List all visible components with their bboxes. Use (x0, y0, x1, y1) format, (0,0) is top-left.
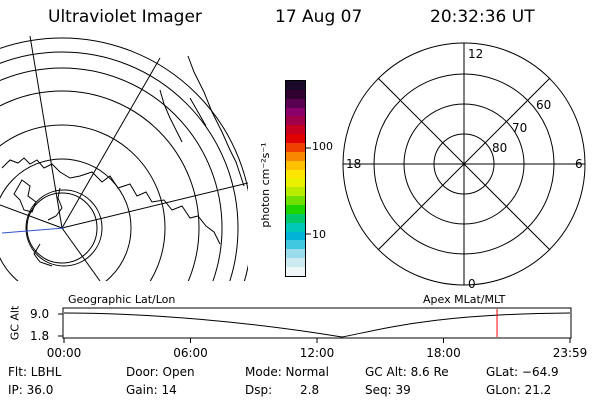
ip-status: IP: 36.0 (8, 383, 54, 397)
geo-coastline (1, 157, 221, 245)
dsp-status-value: 2.8 (300, 383, 320, 397)
time-tick-label: 23:59 (552, 346, 588, 360)
colorbar-band (286, 205, 305, 214)
geo-meridian (0, 204, 63, 229)
colorbar-band (286, 125, 305, 135)
colorbar-band (286, 213, 305, 223)
intensity-colorbar (285, 80, 306, 277)
glat-status: GLat: −64.9 (486, 365, 559, 379)
mlt-18-label: 18 (346, 157, 362, 171)
colorbar-band (286, 267, 305, 276)
instrument-title: Ultraviolet Imager (48, 7, 202, 27)
filter-status: Flt: LBHL (8, 365, 62, 379)
geo-coastline (187, 55, 245, 187)
polar-diagonal (377, 77, 551, 251)
colorbar-tick-100: 100 (312, 140, 333, 153)
geo-meridian (61, 227, 101, 281)
colorbar-band (286, 116, 305, 126)
geo-meridian (29, 36, 63, 229)
colorbar-band (286, 187, 305, 197)
colorbar-band (286, 151, 305, 161)
seq-status: Seq: 39 (365, 383, 411, 397)
geo-lat-ring (0, 158, 132, 281)
time-tick-label: 18:00 (426, 346, 461, 360)
geo-coastline (189, 97, 207, 127)
geo-meridian (61, 57, 161, 229)
altitude-y-top: 9.0 (30, 307, 50, 321)
colorbar-band (286, 249, 305, 259)
time-tick-label: 00:00 (46, 346, 82, 360)
colorbar-band (286, 178, 305, 188)
geo-oval-ring (25, 189, 103, 267)
gain-status: Gain: 14 (126, 383, 177, 397)
geo-meridian (61, 182, 248, 229)
geo-island (13, 179, 37, 213)
mlat-70-label: 70 (512, 121, 528, 135)
date-label: 17 Aug 07 (275, 7, 363, 27)
geo-coastline (47, 187, 63, 221)
polar-plot-label: Apex MLat/MLT (423, 293, 506, 306)
altitude-curve (63, 312, 571, 338)
time-tick-label: 12:00 (299, 346, 335, 360)
geo-lat-ring (0, 37, 248, 281)
colorbar-band (286, 169, 305, 179)
colorbar-band (286, 258, 305, 268)
colorbar-band (286, 231, 305, 241)
mlat-60-label: 60 (536, 98, 552, 112)
geo-map-label: Geographic Lat/Lon (68, 293, 176, 306)
colorbar-band (286, 107, 305, 117)
mlt-12-label: 12 (468, 47, 484, 61)
colorbar-tick-10: 10 (312, 228, 326, 241)
time-label: 20:32:36 UT (430, 7, 535, 27)
mlat-80-label: 80 (492, 141, 508, 155)
sc-direction-line (1, 227, 65, 234)
colorbar-ticks (306, 147, 311, 235)
door-status: Door: Open (126, 365, 195, 379)
colorbar-band (286, 134, 305, 144)
geo-lat-ring (26, 192, 98, 264)
colorbar-band (286, 222, 305, 232)
geo-lat-ring (0, 51, 239, 281)
dsp-status-label: Dsp: (245, 383, 273, 397)
geo-coastline (33, 243, 53, 267)
mlt-0-label: 0 (468, 277, 476, 291)
geo-lat-ring (0, 124, 166, 281)
colorbar-band (286, 89, 305, 99)
mlt-6-label: 6 (575, 157, 583, 171)
gc-alt-status: GC Alt: 8.6 Re (365, 365, 449, 379)
geo-coastline (159, 89, 183, 143)
glon-status: GLon: 21.2 (486, 383, 552, 397)
colorbar-band (286, 240, 305, 250)
colorbar-band (286, 196, 305, 206)
colorbar-band (286, 160, 305, 170)
geo-lat-ring (0, 90, 200, 281)
altitude-y-bottom: 1.8 (30, 329, 50, 343)
colorbar-band (286, 98, 305, 108)
colorbar-band (286, 81, 305, 90)
time-tick-label: 06:00 (173, 346, 208, 360)
mode-status: Mode: Normal (245, 365, 329, 379)
colorbar-band (286, 143, 305, 152)
altitude-axis-label: GC Alt (8, 305, 22, 341)
geo-lat-ring (0, 67, 223, 281)
